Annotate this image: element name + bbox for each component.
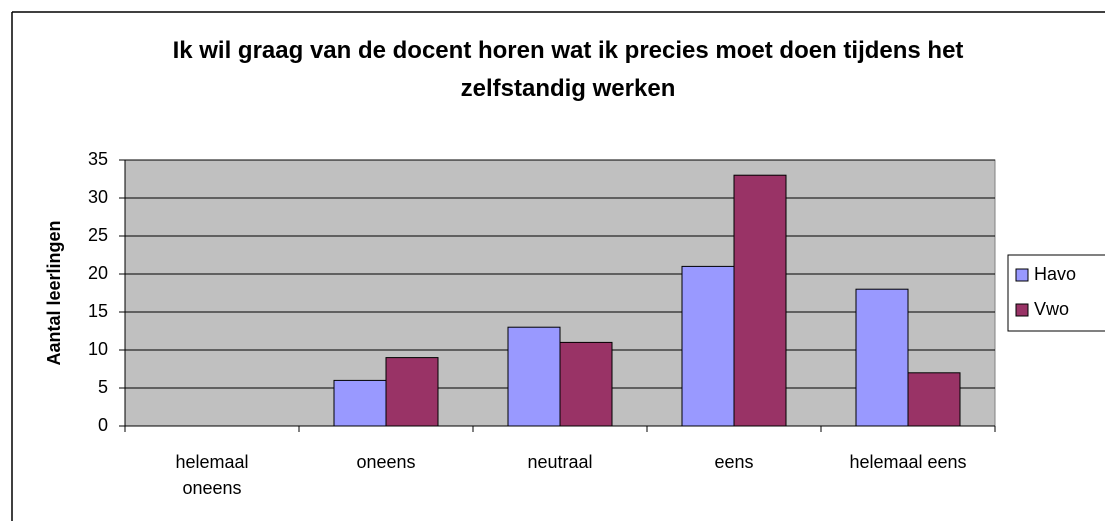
bar (507, 326, 561, 427)
x-tick-label: helemaal oneens (175, 452, 249, 498)
bar (333, 379, 387, 427)
y-tick-label: 5 (98, 377, 108, 397)
y-axis-label: Aantal leerlingen (44, 220, 64, 365)
y-tick-label: 30 (88, 187, 108, 207)
y-tick-label: 35 (88, 149, 108, 169)
bar (559, 341, 613, 427)
y-tick-label: 15 (88, 301, 108, 321)
legend-swatch (1015, 303, 1029, 317)
legend-label: Vwo (1034, 299, 1069, 319)
x-tick-label: neutraal (527, 452, 593, 472)
x-tick-label: eens (714, 452, 754, 472)
bar (385, 357, 439, 427)
legend (1007, 254, 1105, 332)
y-tick-label: 10 (88, 339, 108, 359)
y-tick-label: 25 (88, 225, 108, 245)
legend-swatch (1015, 268, 1029, 282)
x-tick-label: helemaal eens (849, 452, 967, 472)
legend-label: Havo (1034, 264, 1076, 284)
x-tick-label: oneens (356, 452, 416, 472)
y-tick-label: 0 (98, 415, 108, 435)
chart-title: Ik wil graag van de docent horen wat ik … (172, 37, 964, 102)
bar (855, 288, 909, 427)
bar (733, 174, 787, 427)
bar (907, 372, 961, 427)
bar (681, 265, 735, 427)
y-tick-label: 20 (88, 263, 108, 283)
